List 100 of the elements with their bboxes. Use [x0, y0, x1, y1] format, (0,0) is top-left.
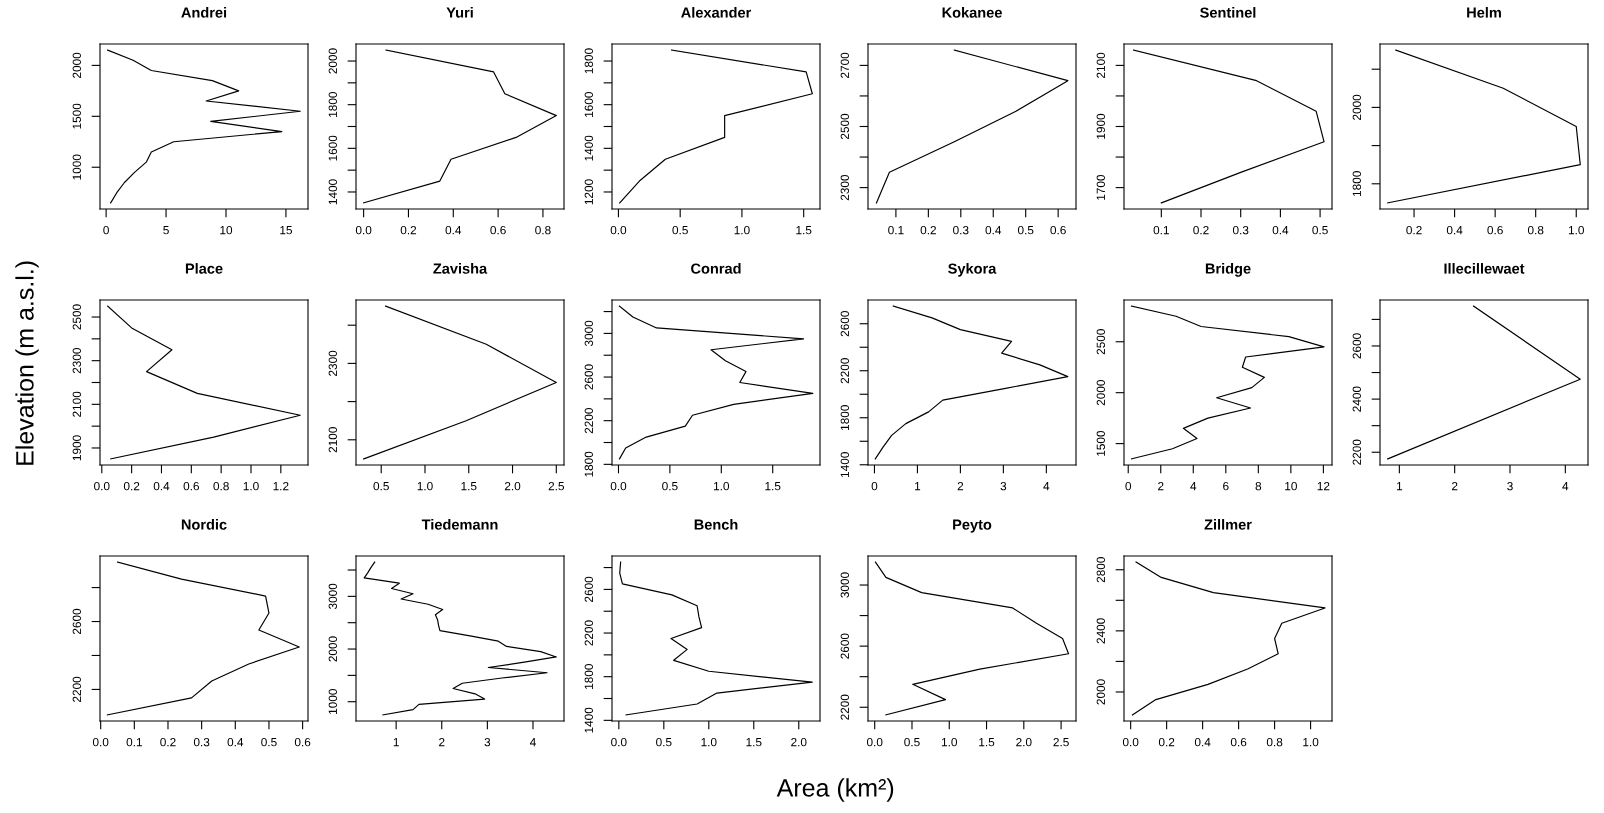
x-tick-label: 0.4 [985, 225, 1002, 235]
x-tick-label: 0.5 [261, 737, 277, 747]
x-tick-label: 0.4 [227, 737, 244, 747]
x-tick-label: 1.5 [979, 738, 995, 747]
y-tick-label: 2400 [1096, 618, 1105, 644]
x-tick-label: 1.0 [941, 737, 958, 747]
y-tick-label: 1700 [1096, 174, 1105, 200]
x-tick-label: 0.8 [1527, 225, 1544, 235]
y-tick-label: 2600 [1352, 333, 1361, 359]
x-tick-label: 0.5 [672, 225, 688, 235]
x-tick-label: 0.2 [400, 225, 417, 235]
x-tick-label: 0.2 [160, 737, 176, 747]
x-tick-label: 10 [1285, 481, 1297, 491]
line-series [106, 561, 300, 716]
y-tick-label: 1800 [584, 48, 593, 74]
y-tick-label: 2600 [840, 633, 849, 659]
x-tick-label: 0.5 [1017, 225, 1034, 235]
x-tick-label: 0.6 [294, 737, 311, 747]
chart-title: Illecillewaet [1444, 263, 1525, 274]
x-tick-label: 4 [1043, 482, 1050, 491]
line-series [874, 305, 1069, 460]
y-tick-label: 1600 [584, 92, 593, 117]
line-series [1130, 305, 1325, 460]
x-tick-label: 0.3 [193, 737, 210, 747]
y-tick-label: 2600 [584, 364, 593, 390]
line-series [1132, 49, 1325, 204]
line-series [618, 305, 814, 460]
y-tick-label: 2500 [840, 113, 849, 140]
y-tick-label: 2800 [1096, 557, 1105, 583]
line-series [1387, 49, 1581, 204]
line-series [619, 49, 813, 204]
y-tick-label: 2200 [584, 408, 593, 434]
line-series [874, 561, 1070, 716]
y-tick-label: 1800 [1352, 171, 1361, 197]
chart-title: Alexander [681, 7, 752, 18]
x-tick-label: 2.0 [1016, 737, 1032, 747]
y-tick-label: 2300 [840, 174, 849, 201]
line-series [875, 49, 1069, 204]
y-tick-label: 2000 [72, 52, 81, 78]
x-tick-label: 3 [1000, 481, 1007, 491]
y-tick-label: 1800 [584, 451, 593, 477]
y-tick-label: 2100 [1096, 52, 1105, 78]
x-tick-label: 1.5 [461, 482, 477, 491]
x-tick-label: 2 [1158, 481, 1164, 491]
x-tick-label: 0.2 [920, 225, 936, 235]
x-tick-label: 0.6 [183, 481, 199, 491]
y-tick-label: 1200 [584, 179, 593, 205]
x-tick-label: 0 [1125, 481, 1132, 491]
x-tick-label: 0.4 [445, 225, 462, 235]
line-series [363, 49, 557, 204]
x-tick-label: 0.5 [662, 481, 678, 491]
x-tick-label: 0.0 [610, 225, 627, 235]
x-tick-label: 0.4 [1194, 737, 1211, 747]
line-series [363, 561, 557, 716]
x-tick-label: 1 [915, 482, 921, 491]
chart-title: Conrad [691, 263, 741, 274]
x-tick-label: 1.2 [273, 481, 289, 491]
x-tick-label: 4 [1190, 482, 1197, 491]
x-tick-label: 2.0 [791, 737, 807, 747]
chart-title: Sentinel [1200, 7, 1256, 18]
x-tick-label: 0.2 [1406, 225, 1422, 235]
line-series [363, 305, 557, 460]
y-tick-label: 2600 [584, 576, 593, 602]
x-tick-label: 0.2 [123, 481, 140, 491]
x-tick-label: 6 [1223, 481, 1229, 491]
x-tick-label: 0.4 [1272, 225, 1289, 235]
x-tick-label: 1.0 [1568, 225, 1584, 235]
y-tick-label: 2000 [1352, 94, 1361, 120]
y-tick-label: 2500 [1096, 329, 1105, 355]
x-tick-label: 0.6 [1230, 737, 1247, 747]
y-tick-label: 2100 [328, 427, 337, 453]
chart-title: Tiedemann [421, 519, 498, 530]
x-tick-label: 2 [1451, 481, 1458, 491]
y-tick-label: 2100 [72, 391, 81, 417]
y-tick-label: 1800 [584, 664, 593, 689]
x-tick-label: 0.2 [1158, 737, 1175, 747]
y-tick-label: 2200 [1352, 439, 1361, 465]
y-tick-label: 2000 [328, 636, 337, 662]
y-tick-label: 2600 [72, 608, 81, 635]
x-tick-label: 0.0 [866, 737, 883, 747]
y-tick-label: 2700 [840, 52, 849, 78]
y-tick-label: 2000 [1096, 679, 1105, 705]
chart-title: Andrei [181, 7, 227, 18]
y-tick-label: 2200 [840, 694, 849, 720]
x-tick-label: 0 [871, 481, 878, 491]
y-tick-label: 1500 [72, 103, 81, 129]
x-tick-label: 1 [393, 738, 399, 747]
x-tick-label: 1.0 [701, 737, 717, 747]
y-tick-label: 1000 [328, 689, 337, 714]
x-tick-label: 2 [439, 737, 445, 747]
x-axis-title: Area (km²) [776, 778, 894, 802]
x-tick-label: 0.6 [1050, 225, 1066, 235]
x-tick-label: 0.0 [94, 481, 110, 491]
x-tick-label: 0 [103, 225, 109, 235]
x-tick-label: 1.0 [734, 225, 750, 235]
x-tick-label: 4 [529, 738, 536, 747]
x-tick-label: 0.0 [1122, 737, 1139, 747]
y-tick-label: 2000 [1096, 380, 1105, 406]
x-tick-label: 0.0 [611, 737, 627, 747]
x-tick-label: 1.0 [1303, 737, 1319, 747]
